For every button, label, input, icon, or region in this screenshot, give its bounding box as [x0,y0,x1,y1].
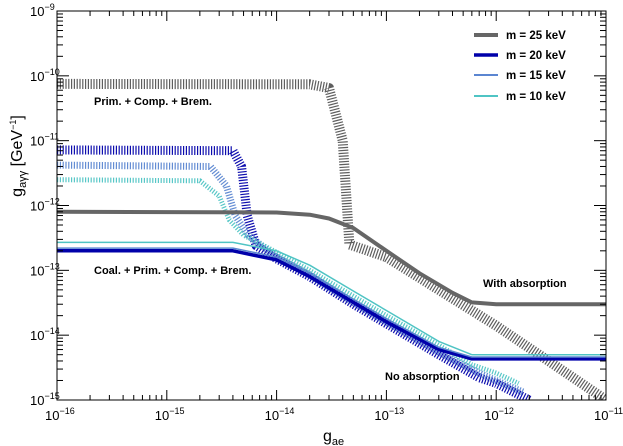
y-tick-label: 10−15 [30,391,60,408]
y-tick-label: 10−12 [30,197,60,214]
x-tick-label-base: 10 [155,408,169,423]
y-tick-label-exp: −13 [44,261,59,271]
series-15kev-solid [57,247,606,358]
y-axis-title-unit-exp: −1 [8,120,18,130]
x-tick-label-exp: −12 [499,406,514,416]
ticks-layer: 10−16 10−15 10−14 10−13 10−12 10−1110−1510−14… [30,2,623,423]
x-tick-label-exp: −14 [279,406,294,416]
y-tick-label-exp: −15 [44,391,59,401]
x-tick-label-exp: −11 [608,406,623,416]
x-tick-label-exp: −13 [389,406,404,416]
x-tick-label-base: 10 [374,408,388,423]
y-tick-label-exp: −9 [44,2,54,12]
y-tick-label-base: 10 [30,263,44,278]
annotation-prim: Prim. + Comp. + Brem. [94,96,212,108]
x-tick-label: 10−15 [155,406,185,423]
y-tick-label-base: 10 [30,69,44,84]
series-layer [57,78,606,400]
y-tick-label: 10−13 [30,261,60,278]
y-tick-label-exp: −12 [44,197,59,207]
x-tick-label-base: 10 [45,408,59,423]
series-10kev-hatched [57,177,520,386]
x-tick-label-base: 10 [594,408,608,423]
x-tick-label: 10−11 [594,406,623,423]
series-10kev-solid [57,241,606,356]
y-axis-title-unit-close: ] [9,115,26,119]
x-tick-label: 10−12 [484,406,514,423]
x-tick-label: 10−14 [265,406,295,423]
y-tick-label: 10−10 [30,67,60,84]
legend: m = 25 keV m = 20 keV m = 15 keV m = 10 … [474,30,566,103]
y-tick-label-base: 10 [30,393,44,408]
y-tick-label: 10−11 [30,132,59,149]
series-20kev-solid [57,249,606,361]
y-tick-label-exp: −11 [44,132,59,142]
x-axis-title-sub: ae [332,436,344,446]
y-axis-title-sub: aγγ [17,170,29,188]
x-tick-label-base: 10 [265,408,279,423]
legend-label-25kev: m = 25 keV [506,30,566,42]
y-tick-label-base: 10 [30,199,44,214]
annotation-coal: Coal. + Prim. + Comp. + Brem. [94,265,251,277]
legend-label-10kev: m = 10 keV [506,91,566,103]
x-tick-label: 10−16 [45,406,75,423]
series-25kev-hatched [57,78,606,400]
y-axis-title-unit: [GeV [9,130,26,171]
y-tick-label-base: 10 [30,328,44,343]
y-tick-label: 10−14 [30,326,60,343]
legend-label-20kev: m = 20 keV [506,50,566,62]
x-tick-label-exp: −15 [169,406,184,416]
y-tick-label: 10−9 [30,2,55,19]
y-tick-label-base: 10 [30,4,44,19]
x-tick-label: 10−13 [374,406,404,423]
annotation-with-absorption: With absorption [483,278,567,290]
x-axis-title-main: g [323,428,332,445]
x-tick-label-exp: −16 [59,406,74,416]
y-tick-label-exp: −10 [44,67,59,77]
x-tick-label-base: 10 [484,408,498,423]
y-axis-title-main: g [9,188,26,197]
y-tick-label-exp: −14 [44,326,59,336]
legend-label-15kev: m = 15 keV [506,70,566,82]
y-axis-title: gaγγ [GeV−1] [8,115,29,197]
series-25kev-solid [57,209,606,307]
y-tick-label-base: 10 [30,134,44,149]
x-axis-title: gae [323,428,344,446]
annotation-no-absorption: No absorption [385,371,460,383]
